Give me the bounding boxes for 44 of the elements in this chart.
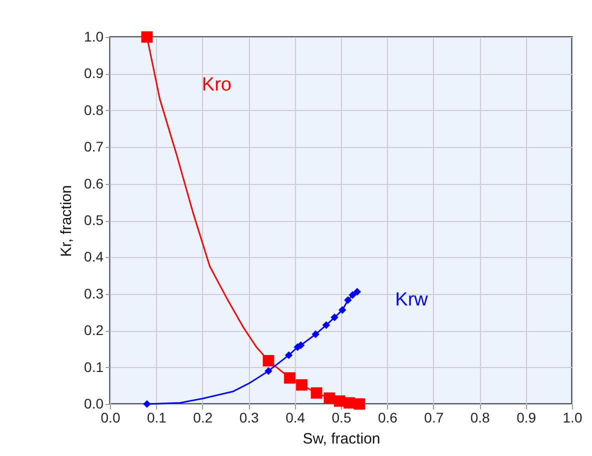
text: Krw bbox=[395, 290, 428, 311]
x-tick-label: 0.2 bbox=[193, 410, 213, 426]
y-tick-label: 1.0 bbox=[84, 28, 104, 44]
y-axis-title: Kr, fraction bbox=[58, 185, 76, 257]
point bbox=[143, 400, 151, 408]
point bbox=[312, 330, 320, 338]
y-tick-label: 0.5 bbox=[84, 212, 104, 228]
y-tick-label: 0.7 bbox=[84, 138, 104, 155]
x-tick-label: 1.0 bbox=[562, 410, 582, 426]
point bbox=[338, 306, 346, 314]
x-tick-label: 0.8 bbox=[470, 410, 490, 426]
point bbox=[344, 397, 356, 409]
x-tick-label: 0.4 bbox=[286, 410, 306, 426]
y-tick-label: 0.1 bbox=[84, 358, 104, 375]
y-tick-label: 0.9 bbox=[84, 65, 104, 82]
x-tick-label: 0.6 bbox=[378, 410, 398, 426]
x-axis-title: Sw, fraction bbox=[302, 430, 380, 448]
point bbox=[296, 379, 308, 391]
x-tick-label: 0.5 bbox=[332, 410, 352, 426]
x-tick-label: 0.7 bbox=[424, 410, 444, 426]
point bbox=[354, 398, 366, 410]
x-tick-label: 0.9 bbox=[516, 410, 536, 426]
text: Kro bbox=[202, 74, 232, 96]
y-tick-label: 0.4 bbox=[84, 248, 104, 265]
y-tick-label: 0.3 bbox=[84, 285, 104, 302]
y-tick-label: 0.2 bbox=[84, 322, 104, 338]
point bbox=[284, 351, 293, 360]
point bbox=[310, 387, 322, 399]
point bbox=[324, 392, 336, 404]
point bbox=[264, 367, 272, 375]
point bbox=[348, 291, 356, 299]
point bbox=[330, 314, 338, 322]
x-tick-label: 0.3 bbox=[239, 410, 260, 426]
y-tick-label: 0.8 bbox=[84, 102, 104, 118]
x-tick-label: 0.0 bbox=[100, 410, 120, 426]
point bbox=[344, 296, 352, 304]
point bbox=[262, 354, 274, 366]
point bbox=[322, 321, 330, 329]
point bbox=[141, 31, 153, 43]
point bbox=[353, 288, 362, 296]
x-tick-label: 0.1 bbox=[146, 410, 167, 426]
y-tick-label: 0.0 bbox=[84, 396, 104, 412]
point bbox=[284, 372, 296, 384]
y-tick-label: 0.6 bbox=[84, 175, 104, 192]
